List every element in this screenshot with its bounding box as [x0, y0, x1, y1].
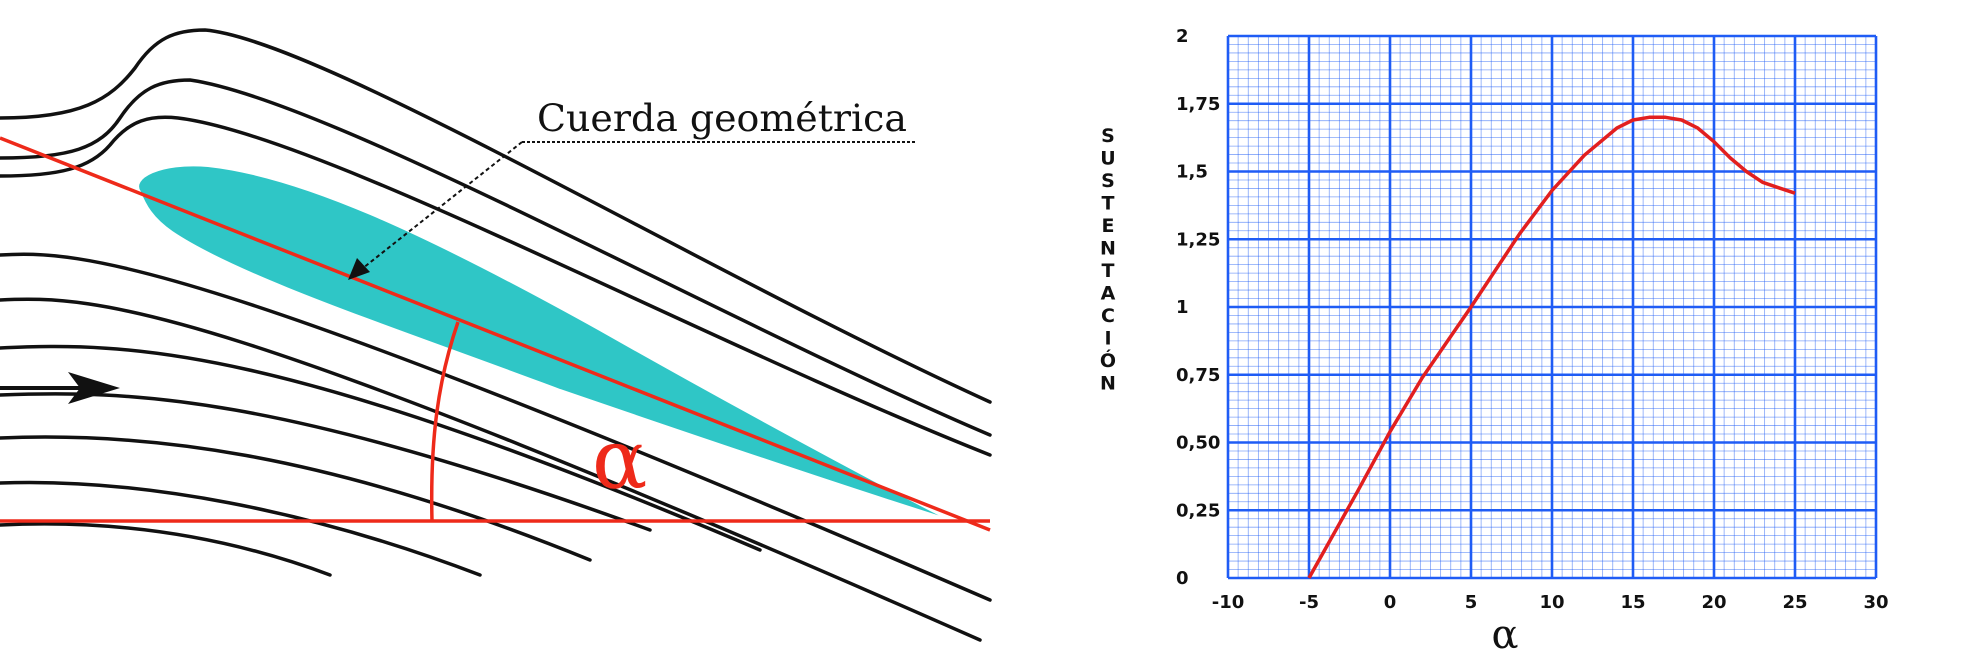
y-tick-label: 1: [1176, 297, 1189, 318]
y-tick-label: 0,75: [1176, 365, 1220, 386]
streamline: [0, 252, 992, 602]
streamline: [0, 78, 992, 437]
y-tick-label: 0,25: [1176, 500, 1220, 521]
x-tick-label: 5: [1465, 592, 1478, 613]
x-tick-label: 30: [1863, 592, 1888, 613]
y-tick-labels: 0 0,25 0,50 0,75 1 1,25 1,5 1,75 2: [1176, 26, 1220, 589]
y-tick-label: 1,5: [1176, 162, 1208, 183]
streamline: [0, 522, 332, 577]
streamline: [0, 297, 982, 642]
x-tick-label: 10: [1539, 592, 1564, 613]
streamline: [0, 344, 762, 552]
arrowhead-icon: [68, 372, 120, 404]
streamline: [0, 480, 482, 577]
streamline: [0, 115, 992, 457]
lift-chart: 0 0,25 0,50 0,75 1 1,25 1,5 1,75 2 -10 -5 0 5 10 15 20…: [1100, 26, 1889, 658]
x-tick-label: -5: [1299, 592, 1319, 613]
x-tick-label: 20: [1701, 592, 1726, 613]
streamline: [0, 435, 592, 562]
lift-curve: [1307, 115, 1796, 579]
streamline: [0, 392, 652, 532]
angle-arc: [429, 321, 460, 522]
reference-lines: [0, 136, 991, 532]
chord-line: [0, 136, 991, 532]
angle-symbol: α: [592, 413, 647, 508]
y-tick-label: 2: [1176, 26, 1189, 47]
y-tick-label: 0,50: [1176, 433, 1220, 454]
y-tick-label: 0: [1176, 568, 1189, 589]
x-tick-label: 0: [1384, 592, 1397, 613]
flow-arrow: [0, 372, 120, 404]
chord-label: Cuerda geométrica: [537, 97, 907, 140]
x-tick-label: -10: [1212, 592, 1245, 613]
pointer-arrowhead-icon: [348, 258, 370, 280]
major-grid: [1226, 34, 1878, 580]
y-tick-label: 1,75: [1176, 94, 1220, 115]
x-axis-label: α: [1491, 612, 1518, 658]
y-tick-label: 1,25: [1176, 229, 1220, 250]
x-tick-labels: -10 -5 0 5 10 15 20 25 30: [1212, 592, 1889, 613]
streamlines: [0, 28, 992, 642]
x-tick-label: 25: [1782, 592, 1807, 613]
x-tick-label: 15: [1620, 592, 1645, 613]
streamline: [0, 28, 992, 404]
airfoil-diagram: α Cuerda geométrica: [0, 28, 992, 642]
